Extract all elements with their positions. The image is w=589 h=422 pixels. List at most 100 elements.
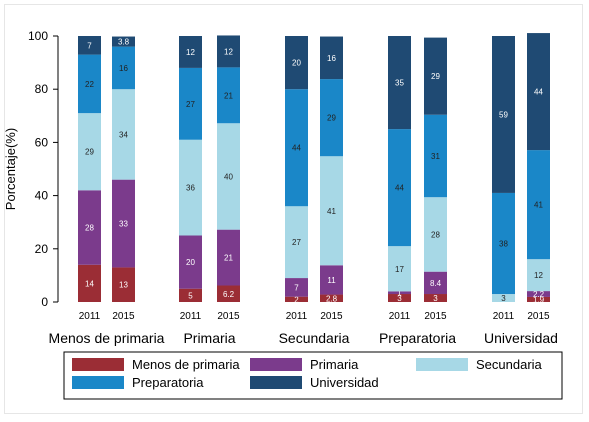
bar-segment [388, 291, 411, 295]
bar-segment [285, 89, 308, 207]
bar-segment [217, 35, 240, 68]
bar-segment [388, 246, 411, 292]
legend-label: Preparatoria [132, 375, 204, 390]
year-tick-label: 2011 [180, 311, 202, 322]
data-label: 29 [327, 114, 336, 123]
data-label: 3 [433, 294, 438, 303]
bar-segment [112, 179, 135, 268]
data-label: 13 [119, 281, 128, 290]
data-label: 7 [294, 283, 299, 292]
data-label: 29 [431, 72, 440, 81]
bar-segment [424, 197, 447, 272]
bar-segment [424, 114, 447, 198]
data-label: 7 [87, 41, 92, 50]
bar-segment [320, 36, 343, 80]
bar-segment [388, 294, 411, 302]
legend-swatch [250, 376, 302, 389]
y-tick-label: 0 [41, 295, 48, 309]
data-label: 22 [85, 80, 94, 89]
data-label: 11 [327, 276, 336, 285]
legend-swatch [416, 358, 468, 371]
group-label: Secundaria [279, 330, 350, 346]
bar-segment [492, 192, 515, 295]
data-label: 38 [499, 239, 508, 248]
bar-segment [388, 36, 411, 130]
bar-segment [179, 36, 202, 68]
year-tick-label: 2011 [389, 311, 411, 322]
year-tick-label: 2015 [112, 311, 135, 322]
bar-segment [388, 129, 411, 247]
bar-segment [285, 296, 308, 302]
bar-segment [320, 156, 343, 266]
y-tick-label: 40 [35, 189, 49, 203]
data-label: 31 [431, 152, 440, 161]
y-tick-label: 60 [35, 135, 49, 149]
legend-label: Menos de primaria [132, 357, 240, 372]
bar-segment [78, 113, 101, 191]
bar-segment [320, 294, 343, 302]
bar-segment [217, 285, 240, 302]
bar-segment [492, 36, 515, 193]
data-label: 21 [224, 91, 233, 100]
group-label: Menos de primaria [49, 330, 165, 346]
bar-segment [424, 294, 447, 302]
year-tick-label: 2015 [217, 311, 240, 322]
data-label: 44 [534, 88, 543, 97]
group-label: Preparatoria [379, 330, 456, 346]
bar-segment [217, 229, 240, 286]
group-label: Primaria [183, 330, 235, 346]
legend-swatch [72, 376, 124, 389]
data-label: 2 [294, 295, 299, 304]
data-label: 14 [85, 279, 94, 288]
data-label: 12 [224, 47, 233, 56]
bar-segment [179, 235, 202, 289]
data-label: 35 [395, 79, 404, 88]
data-label: 5 [188, 291, 193, 300]
data-label: 3 [397, 294, 402, 303]
legend-swatch [72, 358, 124, 371]
year-tick-label: 2011 [286, 311, 308, 322]
bar-segment [179, 288, 202, 302]
y-tick-label: 100 [28, 29, 48, 43]
bar-segment [424, 37, 447, 115]
data-label: 36 [186, 184, 195, 193]
bar-segment [320, 79, 343, 157]
data-label: 16 [327, 54, 336, 63]
year-tick-label: 2011 [79, 311, 101, 322]
bar-segment [78, 190, 101, 265]
data-label: 8.4 [430, 279, 442, 288]
year-tick-label: 2015 [320, 311, 343, 322]
bar-segment [179, 139, 202, 236]
data-label: 20 [292, 59, 301, 68]
bar-segment [78, 264, 101, 302]
data-label: 27 [292, 238, 301, 247]
bar-segment [179, 67, 202, 140]
data-label: 34 [119, 130, 128, 139]
data-label: 40 [224, 172, 233, 181]
data-label: 33 [119, 220, 128, 229]
legend-swatch [250, 358, 302, 371]
y-tick-label: 80 [35, 82, 49, 96]
bar-segment [492, 294, 515, 302]
bar-segment [112, 267, 135, 302]
bar-segment [527, 291, 550, 297]
bar-segment [112, 89, 135, 180]
bar-segment [217, 123, 240, 230]
legend-label: Secundaria [476, 357, 543, 372]
bar-segment [285, 206, 308, 279]
data-label: 6.2 [223, 290, 235, 299]
data-label: 1 [397, 289, 402, 298]
bar-segment [285, 278, 308, 297]
data-label: 12 [534, 271, 543, 280]
data-label: 17 [395, 265, 404, 274]
bar-segment [527, 296, 550, 302]
bar-segment [112, 36, 135, 47]
data-label: 12 [186, 48, 195, 57]
bar-segment [527, 150, 550, 260]
data-label: 3.8 [118, 38, 130, 47]
data-label: 41 [327, 207, 336, 216]
bar-segment [217, 67, 240, 124]
group-label: Universidad [484, 330, 558, 346]
bar-segment [285, 36, 308, 90]
